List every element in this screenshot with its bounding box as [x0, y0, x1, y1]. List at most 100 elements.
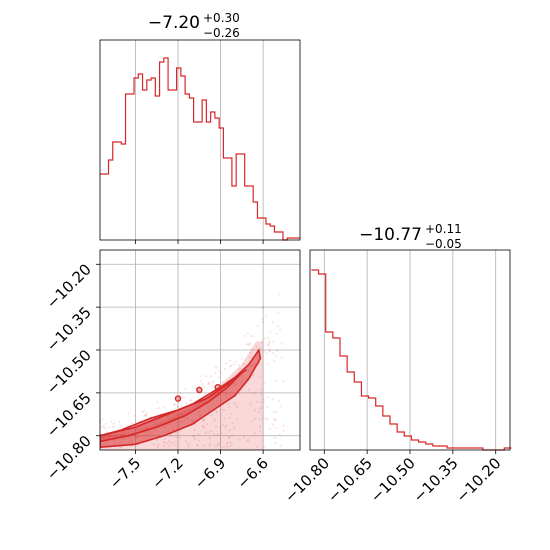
sample-point	[210, 430, 213, 433]
sample-point	[155, 407, 158, 410]
sample-point	[192, 434, 195, 437]
sample-point	[267, 336, 270, 339]
sample-point	[199, 379, 203, 383]
sample-point	[235, 360, 238, 363]
sample-point	[203, 418, 206, 421]
sample-point	[205, 423, 209, 426]
sample-point	[204, 432, 207, 435]
histogram-panel-2: −10.80−10.65−10.50−10.35−10.20	[281, 249, 512, 506]
sample-point	[246, 343, 249, 346]
sample-point	[274, 441, 277, 444]
sample-point	[219, 425, 222, 429]
sample-point	[230, 364, 233, 367]
sample-point	[215, 411, 218, 414]
sample-point	[167, 444, 171, 447]
title-param-1: −7.20 +0.30 −0.26	[148, 11, 240, 40]
sample-point	[263, 337, 266, 340]
sample-point	[271, 352, 275, 355]
sample-point	[102, 424, 105, 427]
contour-level-2	[100, 369, 247, 443]
x-tick-label: −10.50	[367, 454, 419, 506]
sample-point	[261, 318, 264, 321]
sample-point	[250, 351, 253, 354]
sample-point	[280, 342, 283, 345]
x-tick-label: −7.2	[148, 454, 186, 492]
sample-point	[261, 306, 265, 309]
sample-point	[144, 414, 148, 418]
sample-point	[229, 412, 233, 415]
sample-point	[229, 364, 232, 368]
sample-point	[179, 430, 182, 433]
sample-point	[227, 403, 230, 406]
sample-point	[232, 422, 235, 425]
sample-point	[261, 306, 264, 309]
sample-point	[272, 410, 275, 414]
sample-point	[266, 418, 269, 421]
sample-point	[162, 405, 165, 408]
sample-point	[198, 439, 201, 442]
sample-point	[229, 359, 232, 362]
sample-point	[274, 379, 278, 382]
sample-point	[172, 443, 175, 446]
sample-point	[280, 356, 283, 359]
sample-point	[217, 443, 220, 446]
sample-point	[106, 431, 109, 434]
sample-point	[187, 445, 190, 448]
sample-point	[112, 422, 115, 425]
sample-point	[256, 445, 259, 448]
sample-point	[261, 417, 264, 420]
sample-point	[226, 445, 229, 448]
sample-point	[249, 402, 252, 405]
sample-point	[244, 334, 247, 337]
sample-point	[269, 331, 272, 334]
sample-point	[257, 411, 261, 414]
sample-point	[108, 426, 111, 429]
x-tick-label: −10.65	[324, 454, 376, 506]
x-tick-label: −10.35	[410, 454, 462, 506]
sample-point	[266, 362, 269, 365]
sample-point	[262, 397, 265, 400]
sample-point	[145, 412, 148, 415]
sample-point	[217, 370, 220, 373]
sample-point	[236, 418, 239, 421]
sample-point	[100, 425, 104, 428]
sample-point	[237, 363, 241, 367]
sample-point	[214, 444, 217, 448]
sample-point	[234, 403, 237, 406]
sample-point	[169, 434, 172, 438]
x-tick-label: −7.5	[106, 454, 144, 492]
sample-point	[111, 426, 114, 429]
sample-point	[256, 325, 259, 328]
sample-point	[225, 442, 228, 445]
sample-point	[232, 362, 236, 365]
sample-point	[273, 437, 277, 440]
sample-point	[156, 401, 159, 404]
sample-point	[259, 425, 262, 428]
contour-content	[100, 293, 285, 450]
sample-point	[202, 444, 206, 447]
sample-point	[268, 339, 271, 342]
sample-point	[179, 391, 182, 394]
sample-point	[260, 406, 263, 409]
sample-point	[203, 426, 206, 429]
sample-point	[278, 293, 281, 296]
sample-point	[259, 407, 262, 410]
title-2-minus: −0.05	[425, 237, 462, 251]
sample-point	[266, 396, 269, 399]
sample-point	[266, 405, 269, 409]
x-tick-label: −6.6	[233, 454, 271, 492]
sample-point	[144, 413, 147, 417]
sample-point	[232, 426, 235, 429]
histogram-panel-1	[99, 39, 301, 244]
sample-point	[250, 334, 253, 337]
sample-point	[271, 398, 275, 401]
sample-point	[247, 343, 250, 347]
sample-point	[196, 443, 199, 447]
sample-point	[258, 347, 261, 350]
sample-point	[240, 388, 243, 391]
sample-point	[224, 426, 227, 429]
sample-point	[238, 438, 241, 441]
sample-point	[208, 430, 211, 433]
sample-point	[282, 380, 285, 383]
